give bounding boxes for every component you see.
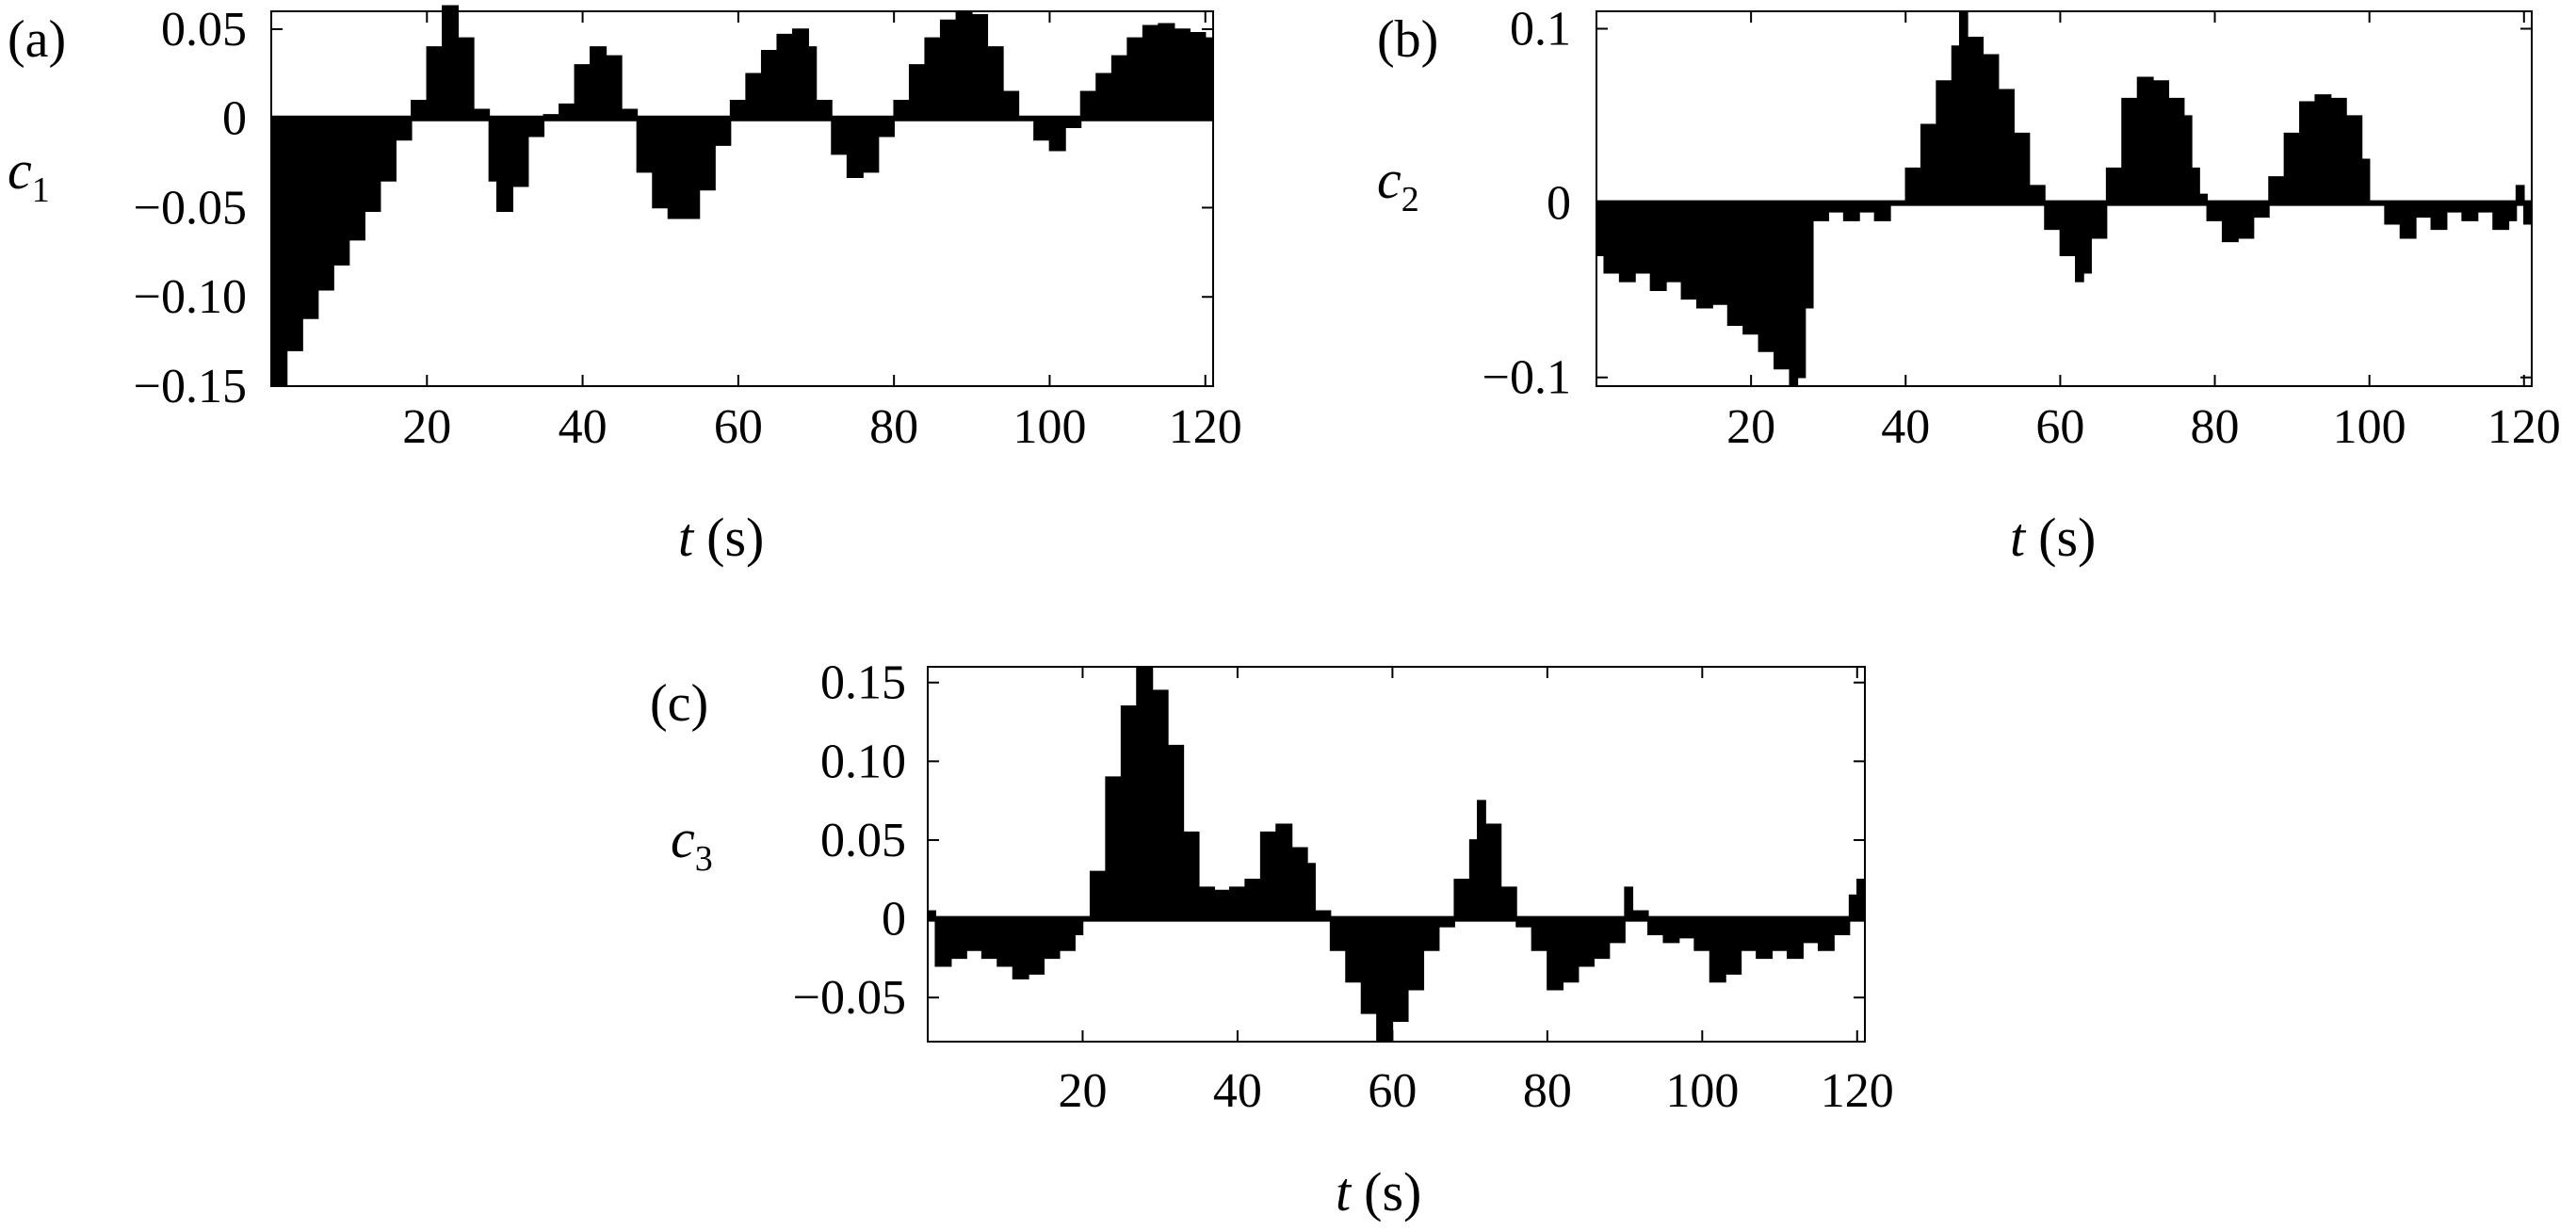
panel-a-ylabel: c1 [8, 139, 50, 210]
panel-c-xtick-label: 80 [1523, 1064, 1572, 1118]
panel-b-frame [1596, 10, 2533, 387]
panel-b-label: (b) [1377, 10, 1438, 69]
panel-a-xtick-label: 120 [1169, 400, 1242, 454]
panel-b-ytick-label: 0 [1547, 177, 1571, 231]
panel-b: (b) c2 t (s) 20 40 60 80 100 120 0.1 0 −0.1 [1377, 3, 2561, 568]
panel-c-area [927, 666, 1866, 1043]
panel-b-ytick-label: −0.1 [1482, 351, 1571, 405]
panel-c-ytick-label: 0 [882, 893, 906, 947]
panel-c-frame [927, 666, 1866, 1043]
panel-c-ytick-label: 0.15 [820, 656, 906, 710]
panel-a-ytick-label: −0.05 [134, 181, 247, 235]
panel-c-label: (c) [650, 674, 708, 733]
panel-a-ytick-label: −0.15 [134, 360, 247, 413]
panel-c-ytick-label: 0.05 [820, 814, 906, 867]
panel-a-area [270, 5, 1214, 387]
panel-c-xtick-label: 40 [1213, 1064, 1262, 1118]
panel-c-plot: 20 40 60 80 100 120 0.15 0.10 0.05 0 −0.05 [793, 656, 1894, 1118]
panel-a-frame [270, 10, 1214, 387]
panel-c-ytick-label: 0.10 [820, 735, 906, 788]
panel-a-ytick-label: 0.05 [161, 3, 247, 57]
panel-c-xtick-label: 100 [1665, 1064, 1739, 1118]
panel-a-plot: 20 40 60 80 100 120 0.05 0 −0.05 −0.10 −0.15 [134, 3, 1242, 454]
panel-b-ytick-label: 0.1 [1510, 3, 1571, 57]
panel-b-xtick-label: 20 [1726, 400, 1775, 454]
panel-c-xtick-label: 120 [1821, 1064, 1894, 1118]
panel-a-xtick-label: 60 [714, 400, 763, 454]
panel-a-xlabel: t (s) [678, 507, 764, 568]
panel-b-xtick-label: 40 [1881, 400, 1930, 454]
panel-a-xtick-label: 40 [559, 400, 608, 454]
panel-b-xtick-label: 120 [2487, 400, 2561, 454]
panel-c: (c) c3 t (s) 20 40 60 80 100 120 0.15 0.10 0.05 0 −… [650, 656, 1894, 1222]
panel-c-xtick-label: 60 [1368, 1064, 1417, 1118]
panel-b-xtick-label: 80 [2191, 400, 2240, 454]
panel-a: (a) c1 t (s) 20 40 60 80 100 120 0.05 0 −0.05 −0.1… [8, 3, 1242, 568]
panel-a-xtick-label: 80 [869, 400, 918, 454]
panel-c-xlabel: t (s) [1336, 1161, 1421, 1222]
panel-b-xtick-label: 100 [2333, 400, 2406, 454]
panel-a-ytick-label: −0.10 [134, 270, 247, 324]
panel-c-xtick-label: 20 [1058, 1064, 1107, 1118]
panel-a-xtick-label: 100 [1013, 400, 1086, 454]
panel-b-xtick-label: 60 [2035, 400, 2084, 454]
panel-c-ytick-label: −0.05 [793, 971, 906, 1025]
panel-b-plot: 20 40 60 80 100 120 0.1 0 −0.1 [1482, 3, 2561, 454]
panel-b-area [1596, 10, 2533, 387]
panel-a-xtick-label: 20 [402, 400, 451, 454]
panel-b-xlabel: t (s) [2010, 507, 2096, 568]
panel-b-ylabel: c2 [1377, 149, 1419, 219]
panel-a-label: (a) [8, 10, 66, 69]
panel-a-ytick-label: 0 [222, 92, 247, 146]
panel-c-ylabel: c3 [671, 808, 713, 879]
